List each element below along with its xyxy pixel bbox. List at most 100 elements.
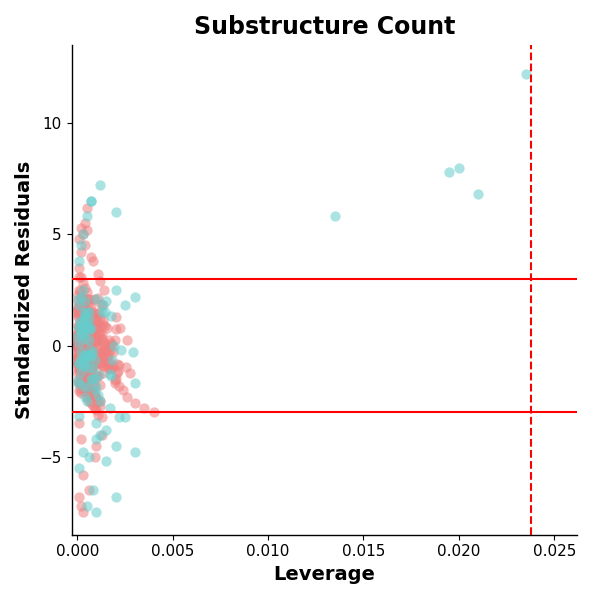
Point (93, 319, 103, 329)
Point (87, 333, 97, 343)
Point (73, 305, 82, 315)
Point (80, 374, 90, 384)
Point (521, 69, 530, 79)
Point (85, 317, 94, 327)
Point (85, 325, 94, 334)
Point (105, 403, 114, 413)
Point (149, 407, 158, 417)
Point (73, 348, 82, 358)
Point (80, 283, 90, 292)
Point (74, 359, 83, 368)
Point (88, 485, 97, 495)
Point (129, 347, 138, 357)
Point (86, 320, 95, 330)
Point (80, 332, 90, 341)
Point (79, 307, 89, 316)
Point (92, 392, 101, 401)
Point (82, 355, 92, 365)
Point (82, 363, 92, 373)
Point (84, 333, 94, 343)
Point (81, 338, 91, 348)
Point (91, 294, 101, 304)
Point (77, 314, 87, 324)
Point (77, 379, 87, 388)
Point (73, 340, 82, 350)
Point (74, 379, 83, 388)
Point (97, 334, 107, 344)
Point (100, 340, 110, 350)
Point (80, 219, 90, 228)
Point (91, 337, 101, 347)
Point (78, 315, 88, 325)
Point (101, 297, 111, 306)
Point (78, 358, 88, 368)
Point (92, 319, 101, 328)
Point (85, 387, 95, 397)
Point (78, 329, 88, 339)
Point (90, 357, 99, 367)
Point (79, 341, 88, 350)
Point (73, 334, 82, 343)
Point (78, 320, 88, 330)
Point (92, 336, 101, 346)
Point (82, 382, 91, 392)
Point (74, 412, 84, 421)
Point (74, 334, 83, 343)
Point (75, 345, 84, 355)
Point (115, 323, 125, 333)
Point (76, 366, 86, 376)
Point (80, 392, 90, 401)
Point (89, 359, 98, 368)
Point (87, 329, 96, 339)
Point (91, 344, 100, 354)
Point (77, 344, 87, 353)
Point (90, 294, 99, 304)
Point (75, 326, 85, 335)
Point (82, 211, 92, 221)
Point (98, 336, 108, 346)
Point (77, 303, 87, 313)
Point (78, 322, 87, 332)
Point (92, 441, 101, 450)
Point (89, 380, 98, 389)
Point (81, 358, 90, 367)
Point (130, 379, 139, 388)
Point (87, 339, 96, 349)
Point (88, 349, 98, 359)
Point (81, 363, 91, 373)
Point (75, 492, 84, 502)
Point (73, 294, 82, 304)
Point (86, 352, 95, 362)
Point (101, 425, 111, 435)
Point (75, 323, 84, 332)
Point (80, 297, 90, 306)
Point (74, 341, 83, 351)
Point (75, 301, 84, 310)
Point (84, 363, 94, 373)
Point (91, 354, 101, 364)
Point (90, 382, 99, 392)
Point (76, 241, 86, 250)
Point (86, 336, 95, 346)
Point (75, 256, 84, 266)
Point (83, 338, 93, 348)
Point (74, 338, 84, 347)
Point (76, 306, 86, 316)
Point (95, 380, 104, 390)
Point (75, 329, 84, 339)
Point (87, 318, 96, 328)
Point (88, 386, 97, 396)
Point (76, 334, 86, 344)
Point (88, 321, 98, 331)
Point (88, 329, 97, 339)
Point (75, 352, 85, 362)
Point (74, 345, 83, 355)
Point (111, 207, 120, 217)
Point (86, 361, 95, 370)
Point (78, 508, 88, 518)
Point (111, 324, 121, 334)
Point (79, 292, 88, 302)
Point (114, 381, 124, 391)
Point (74, 304, 83, 313)
Point (74, 343, 84, 353)
